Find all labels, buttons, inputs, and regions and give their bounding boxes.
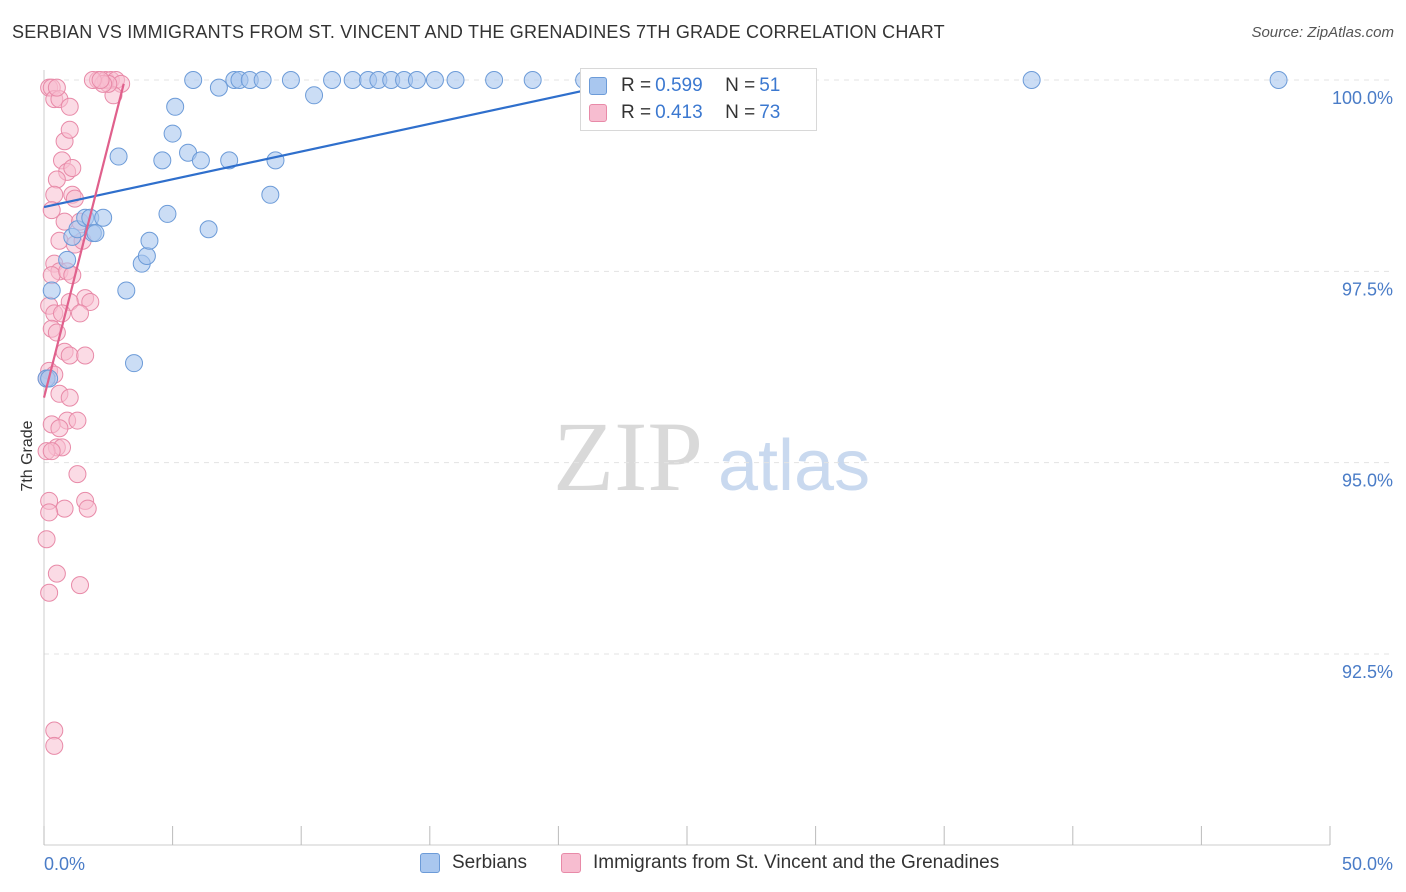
y-tick-label: 97.5% [1342,279,1393,299]
data-point-serbians [323,71,342,89]
trendline-serbians [43,68,680,209]
x-tick-label: 50.0% [1342,854,1393,874]
y-tick-label: 100.0% [1332,88,1393,108]
series-legend: Serbians Immigrants from St. Vincent and… [0,852,1406,876]
legend-n-label: N = [725,102,756,123]
data-point-serbians [125,354,144,373]
x-tick-labels: 0.0% 50.0% [44,854,1393,874]
data-point-serbians [425,71,444,89]
y-tick-label: 92.5% [1342,662,1393,682]
legend-swatch-serbians [420,853,440,873]
legend-row-immigrants: R = 0.413 N = 73 [589,101,780,125]
watermark-zip: ZIP [553,401,703,512]
data-point-immigrants [40,583,59,602]
data-point-immigrants [55,499,74,518]
data-point-immigrants [68,411,87,430]
trendlines [42,68,680,398]
legend-n-label: N = [725,75,756,96]
data-point-immigrants [81,292,100,311]
data-point-immigrants [60,120,79,139]
legend-swatch-immigrants [589,104,607,122]
y-tick-labels: 100.0% 97.5% 95.0% 92.5% [1332,88,1393,682]
data-point-serbians [163,124,182,143]
data-point-serbians [191,151,210,170]
legend-swatch-immigrants [561,853,581,873]
data-point-immigrants [45,721,64,740]
data-point-serbians [485,71,504,89]
data-point-immigrants [63,159,82,178]
data-point-immigrants [42,442,61,461]
data-point-serbians [140,231,159,250]
data-point-serbians [305,86,324,105]
legend-label-immigrants: Immigrants from St. Vincent and the Gren… [593,852,1000,873]
data-point-immigrants [47,170,66,189]
data-point-immigrants [47,564,66,583]
data-point-serbians [137,247,156,266]
data-point-serbians [117,281,136,300]
legend-swatch-serbians [589,77,607,95]
data-point-immigrants [63,266,82,285]
gridlines [44,79,1392,655]
data-point-serbians [58,250,77,269]
data-point-serbians [266,151,285,170]
series-serbians-points [37,71,1288,388]
data-point-serbians [253,71,272,89]
y-tick-label: 95.0% [1342,471,1393,491]
data-point-serbians [109,147,128,166]
data-point-immigrants [60,97,79,116]
data-point-immigrants [45,736,64,755]
data-point-serbians [523,71,542,89]
correlation-legend: R = 0.599 N = 51 R = 0.413 N = 73 [580,68,817,131]
data-point-serbians [166,97,185,116]
data-point-immigrants [45,185,64,204]
legend-n-value: 73 [759,102,781,123]
data-point-serbians [281,71,300,89]
data-point-serbians [209,78,228,97]
data-point-immigrants [91,71,110,89]
x-tick-label: 0.0% [44,854,85,874]
data-point-immigrants [40,503,59,522]
data-point-immigrants [68,465,87,484]
data-point-immigrants [76,346,95,365]
data-point-serbians [153,151,172,170]
legend-item-immigrants: Immigrants from St. Vincent and the Gren… [561,852,999,874]
data-point-serbians [94,208,113,227]
data-point-immigrants [50,419,69,438]
data-point-serbians [343,71,362,89]
data-point-serbians [158,204,177,223]
data-point-serbians [199,220,218,239]
data-point-serbians [1022,71,1041,89]
trendline-immigrants [42,83,125,398]
data-point-serbians [220,151,239,170]
data-point-serbians [42,281,61,300]
data-point-immigrants [60,346,79,365]
legend-n-value: 51 [759,75,781,96]
legend-r-label: R = [621,102,652,123]
legend-r-value: 0.413 [655,102,703,123]
data-point-immigrants [71,576,90,595]
data-point-immigrants [42,266,61,285]
data-point-immigrants [71,304,90,323]
data-point-immigrants [78,499,97,518]
data-point-immigrants [37,530,56,549]
legend-r-label: R = [621,75,652,96]
source-credit: Source: ZipAtlas.com [1251,24,1394,41]
data-point-serbians [261,185,280,204]
data-point-serbians [86,224,105,243]
watermark: ZIP atlas [553,401,870,512]
data-point-serbians [446,71,465,89]
data-point-serbians [407,71,426,89]
watermark-atlas: atlas [718,426,870,506]
legend-item-serbians: Serbians [420,852,527,874]
data-point-serbians [184,71,203,89]
legend-label-serbians: Serbians [452,852,527,873]
data-point-immigrants [60,388,79,407]
data-point-serbians [1269,71,1288,89]
data-point-immigrants [47,78,66,97]
legend-row-serbians: R = 0.599 N = 51 [589,74,780,98]
legend-r-value: 0.599 [655,75,703,96]
series-svg-immigrants-points [37,71,131,755]
chart-title: SERBIAN VS IMMIGRANTS FROM ST. VINCENT A… [12,22,945,42]
